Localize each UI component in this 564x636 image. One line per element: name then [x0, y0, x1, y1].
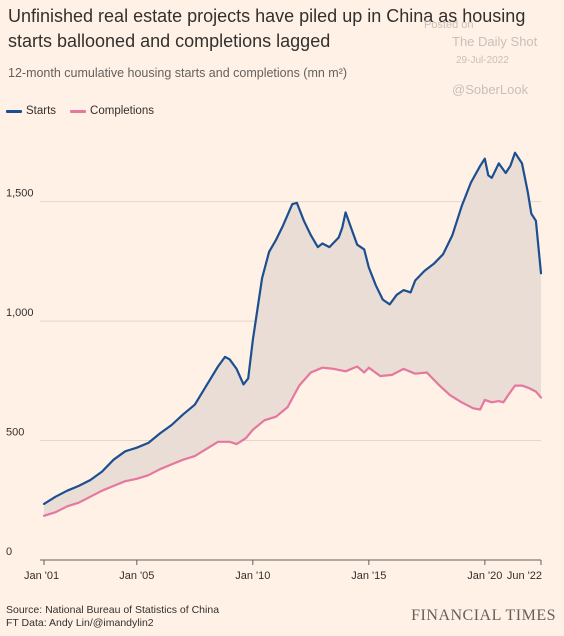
y-tick-label: 1,500	[6, 188, 34, 200]
watermark-handle: @SoberLook	[452, 82, 529, 97]
series-line-starts	[42, 151, 543, 505]
chart-subtitle: 12-month cumulative housing starts and c…	[8, 66, 348, 80]
legend-label-completions: Completions	[90, 105, 154, 117]
legend-swatch-starts	[6, 109, 22, 113]
x-tick-label: Jan '05	[119, 570, 154, 582]
watermark-source: The Daily Shot	[452, 34, 538, 49]
x-tick-label: Jan '20	[467, 570, 502, 582]
chart-title: Unfinished real estate projects have pil…	[8, 6, 526, 51]
y-tick-label: 500	[6, 427, 24, 439]
x-tick-label: Jan '10	[235, 570, 270, 582]
ft-brand-logo: FINANCIAL TIMES	[411, 607, 556, 624]
series-line-completions	[42, 365, 543, 517]
legend-item-completions: Completions	[70, 105, 154, 117]
watermark-posted: Posted on	[424, 19, 474, 31]
footer: Source: National Bureau of Statistics of…	[6, 604, 219, 630]
x-tick-label: Jan '15	[351, 570, 386, 582]
legend-swatch-completions	[70, 109, 87, 113]
legend-item-starts: Starts	[6, 105, 56, 117]
y-tick-label: 0	[6, 546, 12, 558]
x-tick-label: Jun '22	[507, 570, 542, 582]
legend-label-starts: Starts	[26, 105, 57, 117]
gap-area	[44, 152, 541, 516]
watermark-date: 29-Jul-2022	[456, 55, 509, 66]
credit-note: FT Data: Andy Lin/@imandylin2	[6, 617, 154, 629]
source-note: Source: National Bureau of Statistics of…	[6, 604, 220, 616]
y-tick-label: 1,000	[6, 307, 34, 319]
legend: Starts Completions	[6, 105, 168, 117]
x-tick-label: Jan '01	[24, 570, 59, 582]
chart-plot: 0 500 1,000 1,500 Jan '01 Jan '05 Jan '10 Jan '…	[6, 151, 543, 582]
